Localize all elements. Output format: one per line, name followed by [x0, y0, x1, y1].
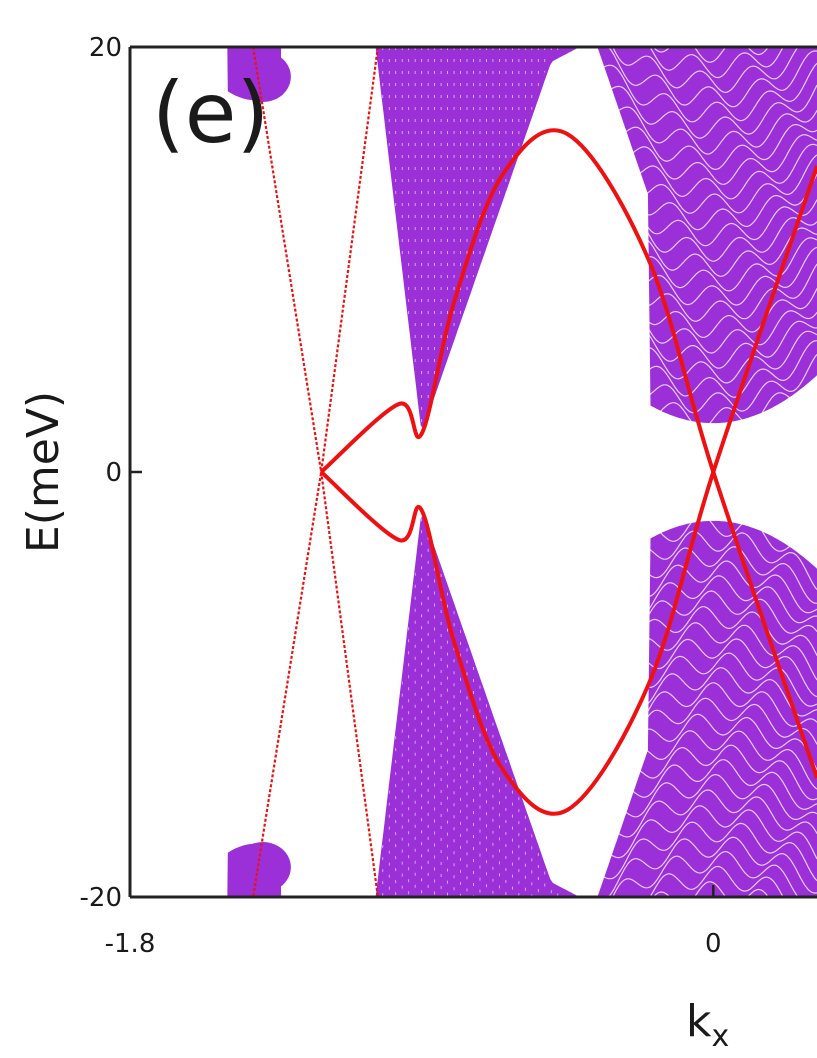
bulk-subband-line: [590, 546, 817, 610]
bulk-subband-line: [652, 47, 769, 63]
bulk-subband-line: [589, 92, 817, 170]
bulk-pocket-bottom: [234, 842, 291, 893]
bulk-subband-line: [589, 62, 817, 123]
edge-state-line-edge-state-lower: [319, 165, 817, 816]
bulk-subband-line: [589, 514, 817, 576]
x-axis-label-main: k: [686, 996, 712, 1047]
bulk-subband-line: [611, 47, 799, 93]
bulk-subband-line: [589, 84, 817, 155]
bulk-subband-line: [700, 47, 704, 48]
bulk-subband-line: [590, 836, 817, 897]
bulk-subband-line: [649, 865, 784, 897]
bulk-subband-line: [589, 79, 817, 139]
panel-label: (e): [152, 64, 269, 162]
bulk-subband-line: [590, 244, 817, 306]
bulk-subband-line: [590, 312, 817, 384]
bulk-subband-line: [589, 530, 817, 590]
bulk-subband-line: [590, 110, 817, 185]
bulk-subband-line: [589, 368, 817, 430]
bulk-subband-line: [589, 805, 817, 865]
bulk-pocket-top: [234, 51, 291, 102]
bulk-subband-line: [589, 575, 817, 653]
bulk-subband-line: [589, 622, 817, 681]
x-tick-label: 0: [705, 929, 722, 959]
bulk-subband-line: [589, 744, 817, 812]
bulk-subband-line: [649, 47, 784, 79]
x-tick-label: -1.8: [105, 929, 156, 959]
bulk-subband-line: [589, 697, 817, 765]
edge-state-line-edge-state-steep-2: [252, 47, 379, 897]
edge-state-line-edge-state-steep-1: [252, 47, 379, 897]
bulk-subband-line: [590, 334, 817, 398]
bulk-lower-band: [227, 515, 817, 897]
bulk-subband-line: [590, 638, 817, 700]
bulk-subband-line: [589, 263, 817, 322]
bulk-subband-line: [590, 759, 817, 834]
edge-state-lines: [252, 47, 817, 897]
y-tick-label: 20: [89, 33, 122, 63]
y-tick-label: 0: [105, 458, 122, 488]
bulk-subband-line: [589, 200, 817, 277]
bulk-subband-line: [589, 774, 817, 852]
bulk-subband-line: [589, 172, 817, 231]
bulk-subband-line: [589, 713, 817, 772]
bulk-subband-line: [590, 47, 817, 108]
bulk-subband-line: [589, 667, 817, 744]
bulk-subband-line: [611, 851, 799, 897]
bulk-subband-line: [589, 821, 817, 882]
bulk-subband-line: [589, 154, 817, 214]
bulk-subband-line: [589, 179, 817, 247]
bulk-subband-line: [589, 291, 817, 369]
y-tick-label: -20: [80, 883, 122, 913]
bulk-subband-line: [652, 881, 769, 897]
x-axis-label-subscript: x: [711, 1019, 729, 1054]
bulk-band-region: [227, 47, 817, 897]
ticks: 20 0 -20 -1.8 0: [80, 33, 722, 959]
bulk-subband-line: [589, 606, 817, 671]
bulk-upper-band: [227, 47, 817, 429]
bulk-subband-line: [589, 279, 817, 354]
bulk-subband-line: [700, 896, 704, 897]
bulk-subband-line: [589, 354, 817, 414]
bulk-subband-line: [589, 273, 817, 338]
bulk-subband-line: [589, 730, 817, 790]
bulk-subband-line: [589, 590, 817, 665]
x-axis-label: kx: [686, 996, 729, 1054]
bulk-subband-line: [589, 132, 817, 200]
bulk-subband-line: [590, 560, 817, 632]
y-axis-label: E(meV): [18, 391, 69, 553]
bulk-subband-line: [589, 789, 817, 860]
